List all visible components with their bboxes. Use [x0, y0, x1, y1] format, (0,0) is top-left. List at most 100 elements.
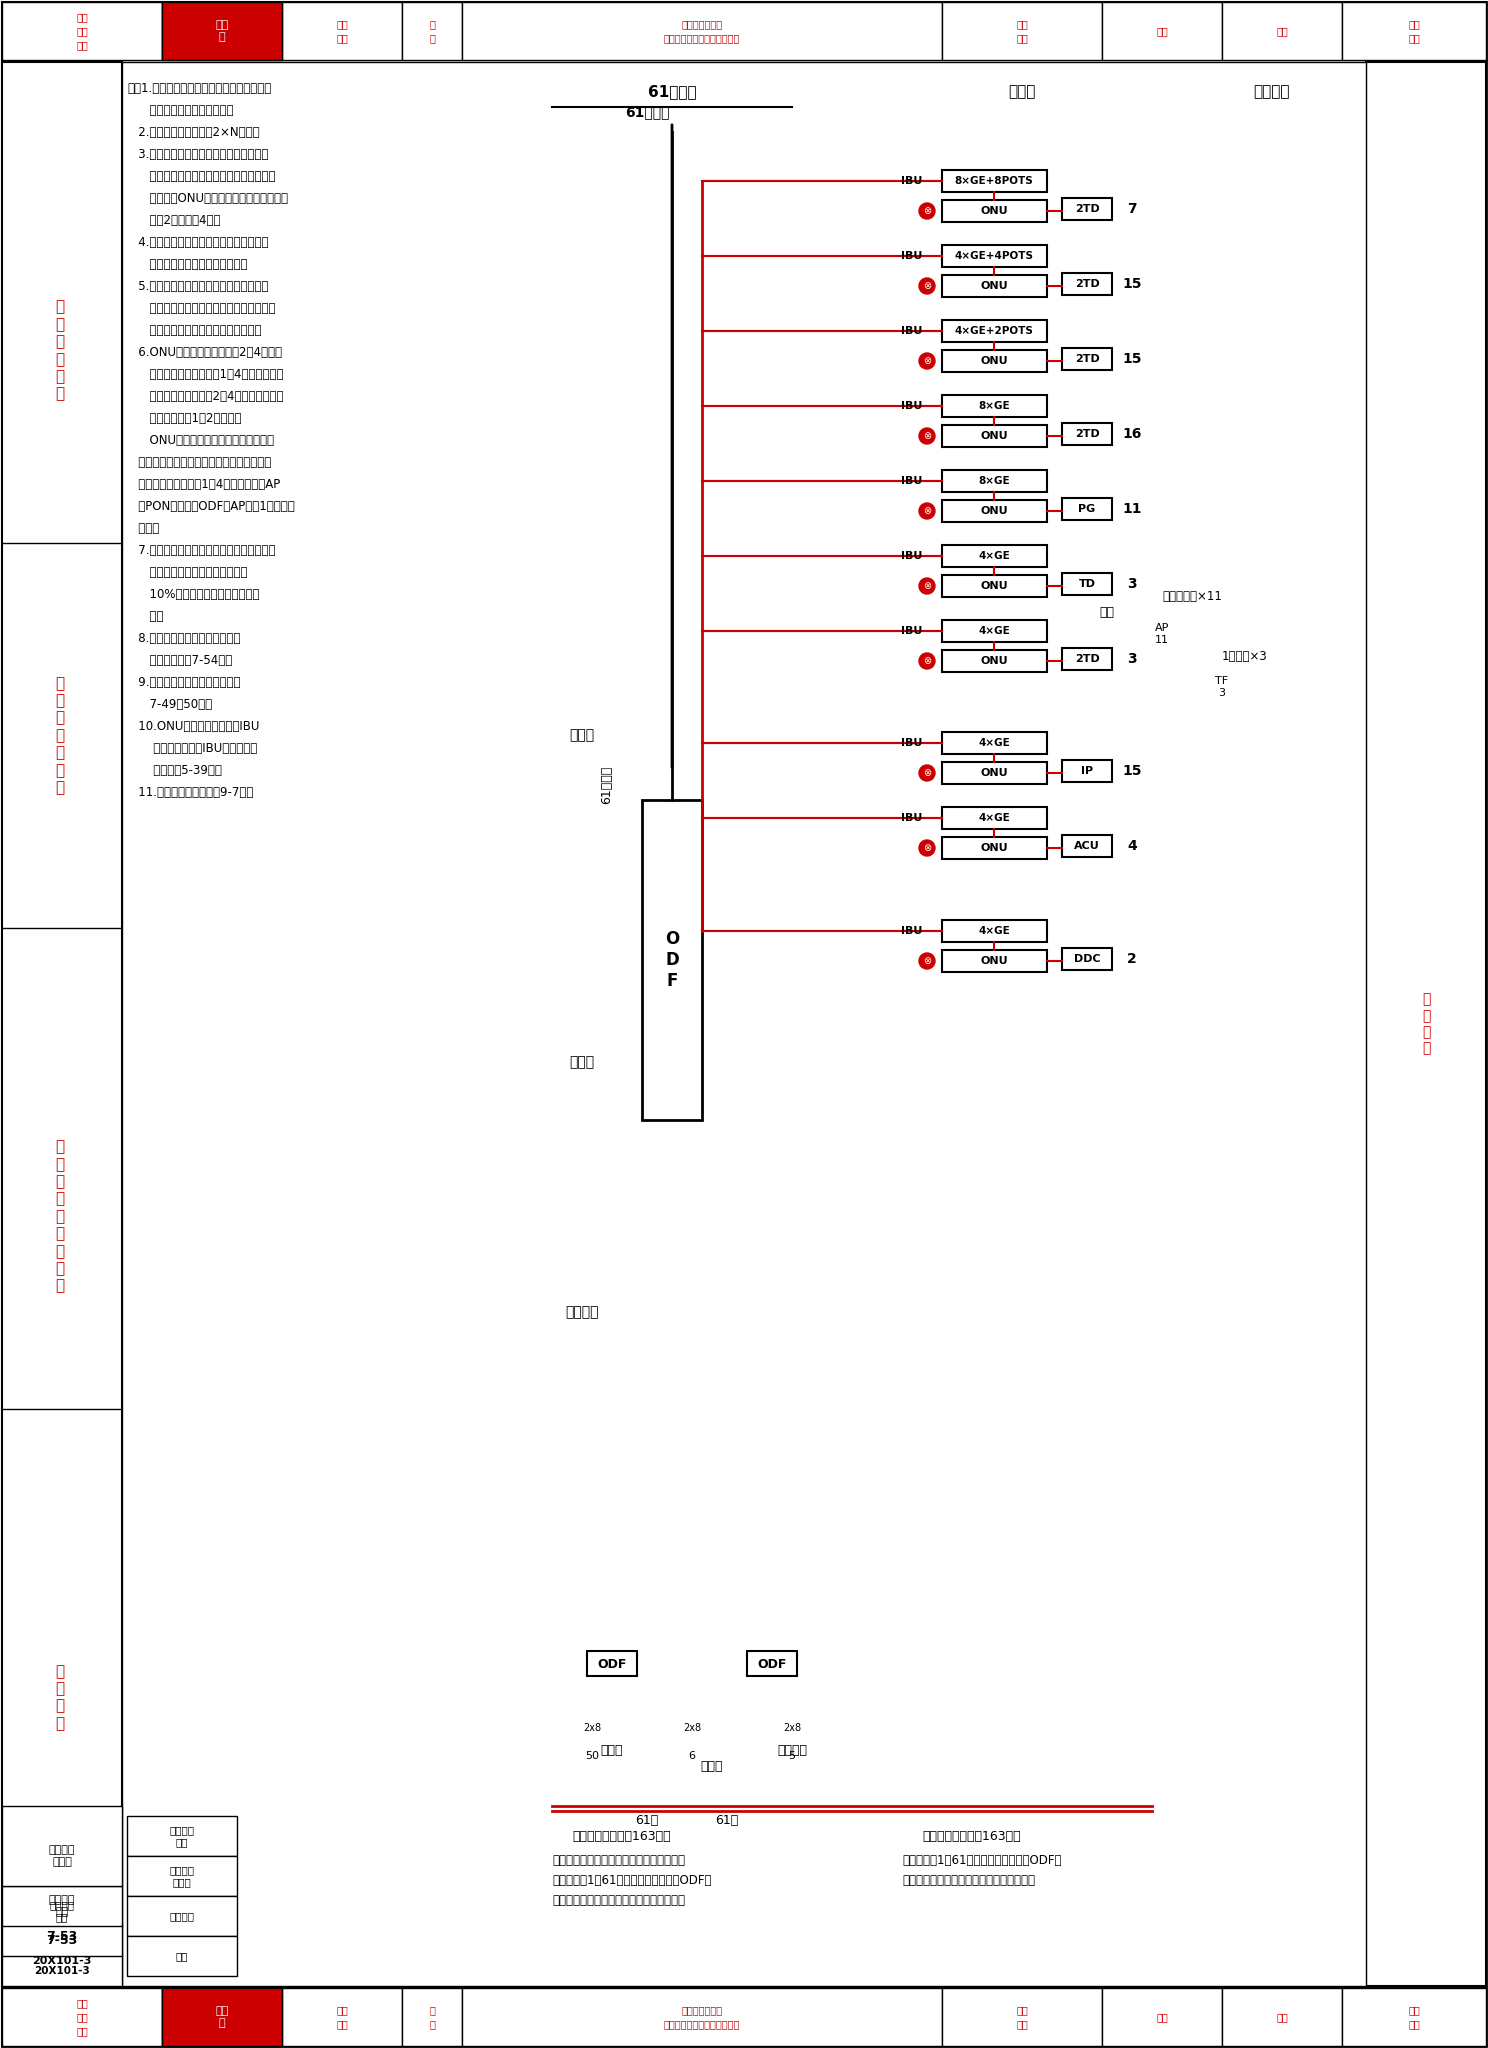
Text: IBU: IBU — [902, 813, 923, 823]
Text: 名称: 名称 — [76, 2025, 88, 2036]
Text: 综合布线
系统图: 综合布线 系统图 — [49, 1845, 76, 1868]
Text: 群间用户光缆通过弱电间的光缆交接箱连: 群间用户光缆通过弱电间的光缆交接箱连 — [126, 301, 275, 315]
Bar — [942, 319, 1048, 342]
Text: ONU至视频监控摄像机、出入口控制: ONU至视频监控摄像机、出入口控制 — [126, 434, 274, 446]
Text: 5: 5 — [789, 1751, 796, 1761]
Text: ONU: ONU — [981, 844, 1007, 854]
Text: 11.光电复合缆资料见第9-7页。: 11.光电复合缆资料见第9-7页。 — [126, 786, 253, 799]
Text: 安防网: 安防网 — [701, 1759, 723, 1772]
Bar — [1062, 836, 1112, 856]
Bar — [1062, 760, 1112, 782]
Bar — [1103, 2, 1222, 59]
Bar — [1366, 61, 1487, 1987]
Text: 9.园区无源光局域网系统图见第: 9.园区无源光局域网系统图见第 — [126, 676, 241, 688]
Polygon shape — [777, 1720, 806, 1747]
Text: 综合布线系统工程设计与施工: 综合布线系统工程设计与施工 — [664, 33, 740, 43]
Bar — [1062, 199, 1112, 219]
Text: 页码: 页码 — [176, 1952, 189, 1962]
Text: 2TD: 2TD — [1074, 205, 1100, 213]
Text: 2TD: 2TD — [1074, 279, 1100, 289]
Text: 图区建筑群主干网络采用星型光缆路由方式: 图区建筑群主干网络采用星型光缆路由方式 — [902, 1874, 1036, 1888]
Text: 电缆，至单数插座采用1根4对对绞电缆，: 电缆，至单数插座采用1根4对对绞电缆， — [126, 369, 284, 381]
Text: 号: 号 — [429, 33, 434, 43]
Text: 出图: 出图 — [216, 18, 228, 29]
Text: 15: 15 — [1122, 276, 1141, 291]
Bar — [942, 649, 1048, 672]
Text: ⊗: ⊗ — [923, 956, 931, 967]
Bar — [1062, 573, 1112, 596]
Circle shape — [920, 203, 934, 219]
Text: 61芯光缆: 61芯光缆 — [625, 104, 670, 119]
Text: 图: 图 — [429, 2005, 434, 2015]
Text: DDC: DDC — [1074, 954, 1100, 965]
Bar — [942, 201, 1048, 221]
Text: 注：1.网络系统采用一级分光方式，光分路器: 注：1.网络系统采用一级分光方式，光分路器 — [126, 82, 271, 94]
Text: 合缆。: 合缆。 — [126, 522, 159, 535]
Text: 图纸编号: 图纸编号 — [170, 1911, 195, 1921]
Bar — [126, 1855, 237, 1896]
Text: 设计: 设计 — [1016, 2005, 1028, 2015]
Bar — [747, 1651, 798, 1675]
Bar — [942, 170, 1048, 193]
Text: 同一层: 同一层 — [1009, 84, 1036, 100]
Text: 安防网: 安防网 — [570, 1055, 595, 1069]
Bar — [1062, 647, 1112, 670]
Text: 至两孔数据插座采用2根4对对绞电缆，至: 至两孔数据插座采用2根4对对绞电缆，至 — [126, 389, 284, 403]
Text: IBU: IBU — [902, 326, 923, 336]
Text: 15: 15 — [1122, 352, 1141, 367]
Circle shape — [920, 428, 934, 444]
Text: IBU: IBU — [902, 551, 923, 561]
Bar — [1062, 424, 1112, 444]
Bar — [1, 1806, 122, 1886]
Text: IBU: IBU — [902, 475, 923, 485]
Text: 2TD: 2TD — [1074, 354, 1100, 365]
Text: 设计: 设计 — [336, 2005, 348, 2015]
Text: 安装在建筑物一层弱电间。: 安装在建筑物一层弱电间。 — [126, 104, 234, 117]
Bar — [586, 1651, 637, 1675]
Text: 61芯: 61芯 — [635, 1815, 659, 1827]
Text: 4×GE+4POTS: 4×GE+4POTS — [954, 252, 1034, 260]
Text: 测绘: 测绘 — [76, 12, 88, 23]
Text: 图
纸
目
录
编
号: 图 纸 目 录 编 号 — [55, 299, 64, 401]
Bar — [126, 1896, 237, 1935]
Bar — [1062, 498, 1112, 520]
Bar — [1103, 1989, 1222, 2046]
Text: 路平面图见第7-54页。: 路平面图见第7-54页。 — [126, 653, 232, 668]
Text: ⊗: ⊗ — [923, 356, 931, 367]
Text: ⊗: ⊗ — [923, 430, 931, 440]
Bar — [461, 2, 942, 59]
Text: 综合布线
系统图: 综合布线 系统图 — [170, 1866, 195, 1886]
Text: 7-53: 7-53 — [46, 1929, 77, 1942]
Text: 智能化网: 智能化网 — [777, 1745, 806, 1757]
Text: 3.在楼层弱电间，垂直段用户光缆通过配: 3.在楼层弱电间，垂直段用户光缆通过配 — [126, 147, 268, 162]
Bar — [942, 350, 1048, 373]
Text: 保护环东向光缆（163芯）: 保护环东向光缆（163芯） — [923, 1829, 1021, 1843]
Text: 层弱电间光缆配线箱进行交接。: 层弱电间光缆配线箱进行交接。 — [126, 258, 247, 270]
Text: ODF: ODF — [597, 1657, 626, 1671]
Text: 图
纸
说
明: 图 纸 说 明 — [55, 1663, 64, 1731]
Bar — [162, 2, 283, 59]
Text: 5.建筑物内的垂直段用户光缆和园区建筑: 5.建筑物内的垂直段用户光缆和园区建筑 — [126, 281, 268, 293]
Text: 单位: 单位 — [76, 27, 88, 37]
Text: ONU: ONU — [981, 430, 1007, 440]
Text: 20X101-3: 20X101-3 — [33, 1956, 92, 1966]
Text: 名称: 名称 — [76, 41, 88, 49]
Text: 校
核
审
定: 校 核 审 定 — [1423, 993, 1430, 1055]
Bar — [402, 1989, 461, 2046]
Text: 图纸目录
编号: 图纸目录 编号 — [170, 1825, 195, 1847]
Text: 2x8: 2x8 — [783, 1722, 801, 1733]
Text: 图纸名称及说明: 图纸名称及说明 — [682, 2005, 723, 2015]
Text: 4×GE: 4×GE — [978, 551, 1010, 561]
Text: 光纤插座采用1根2芯光缆。: 光纤插座采用1根2芯光缆。 — [126, 412, 241, 426]
Text: 置参见第5-39页。: 置参见第5-39页。 — [126, 764, 222, 776]
Text: 2: 2 — [1126, 952, 1137, 967]
Text: 15: 15 — [1122, 764, 1141, 778]
Bar — [1, 1989, 1487, 2046]
Text: 4.垂直段用户光缆和水平段用户光缆在楼: 4.垂直段用户光缆和水平段用户光缆在楼 — [126, 236, 268, 250]
Bar — [942, 246, 1048, 266]
Text: 图纸目录
编号: 图纸目录 编号 — [49, 1901, 74, 1921]
Text: 内，信息配线箱IBU内设备的设: 内，信息配线箱IBU内设备的设 — [126, 741, 257, 756]
Polygon shape — [677, 1720, 707, 1747]
Text: 章: 章 — [219, 33, 225, 43]
Text: 61芯: 61芯 — [716, 1815, 738, 1827]
